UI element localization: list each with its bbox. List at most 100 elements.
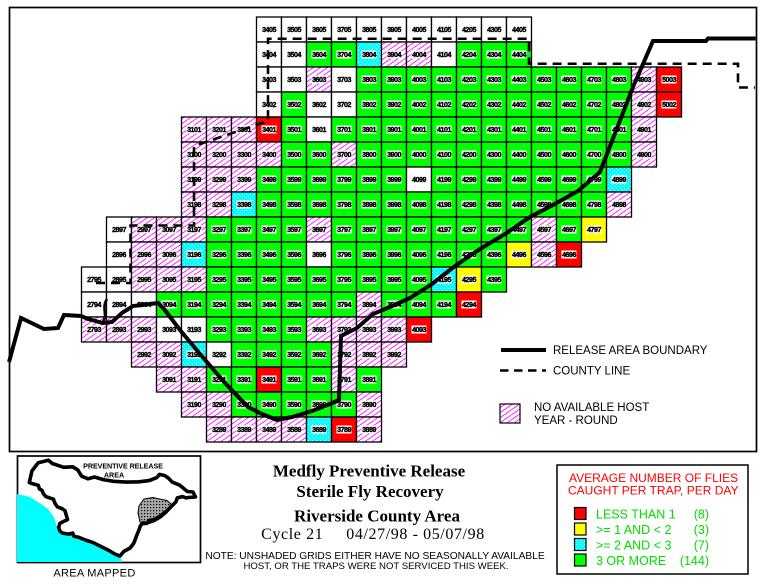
svg-text:4100: 4100 [437, 152, 451, 159]
svg-text:3794: 3794 [337, 302, 351, 309]
svg-text:3891: 3891 [362, 377, 376, 384]
svg-text:3889: 3889 [362, 427, 376, 434]
svg-text:4501: 4501 [537, 127, 551, 134]
svg-text:AVERAGE NUMBER OF FLIES: AVERAGE NUMBER OF FLIES [569, 471, 738, 485]
svg-text:4497: 4497 [512, 227, 526, 234]
svg-text:3389: 3389 [237, 427, 251, 434]
svg-text:2794: 2794 [87, 302, 101, 309]
svg-text:4294: 4294 [462, 302, 476, 309]
svg-text:4899: 4899 [612, 177, 626, 184]
svg-text:3602: 3602 [312, 102, 326, 109]
svg-text:4403: 4403 [512, 77, 526, 84]
svg-text:4205: 4205 [462, 27, 476, 34]
svg-text:3902: 3902 [387, 102, 401, 109]
svg-text:3196: 3196 [187, 252, 201, 259]
svg-text:4201: 4201 [462, 127, 476, 134]
svg-text:3490: 3490 [262, 402, 276, 409]
svg-text:3905: 3905 [387, 27, 401, 34]
svg-text:3893: 3893 [362, 327, 376, 334]
svg-text:3298: 3298 [212, 202, 226, 209]
svg-text:3300: 3300 [237, 152, 251, 159]
svg-text:4304: 4304 [487, 52, 501, 59]
svg-text:4598: 4598 [537, 202, 551, 209]
svg-text:CAUGHT PER TRAP, PER DAY: CAUGHT PER TRAP, PER DAY [568, 484, 739, 498]
svg-text:RELEASE AREA BOUNDARY: RELEASE AREA BOUNDARY [553, 345, 708, 357]
svg-text:4104: 4104 [437, 52, 451, 59]
svg-text:2993: 2993 [137, 327, 151, 334]
svg-text:3900: 3900 [387, 152, 401, 159]
svg-text:3504: 3504 [287, 52, 301, 59]
svg-text:4303: 4303 [487, 77, 501, 84]
svg-text:4696: 4696 [562, 252, 576, 259]
svg-text:4302: 4302 [487, 102, 501, 109]
svg-text:4404: 4404 [512, 52, 526, 59]
svg-text:2896: 2896 [112, 252, 126, 259]
svg-text:3599: 3599 [287, 177, 301, 184]
svg-text:2897: 2897 [112, 227, 126, 234]
svg-text:3499: 3499 [262, 177, 276, 184]
svg-text:3698: 3698 [312, 202, 326, 209]
svg-text:3800: 3800 [362, 152, 376, 159]
svg-text:4597: 4597 [537, 227, 551, 234]
svg-text:3095: 3095 [162, 277, 176, 284]
svg-text:3903: 3903 [387, 77, 401, 84]
svg-text:3096: 3096 [162, 252, 176, 259]
svg-text:(7): (7) [694, 539, 709, 553]
svg-text:4301: 4301 [487, 127, 501, 134]
svg-text:3503: 3503 [287, 77, 301, 84]
svg-text:4298: 4298 [462, 202, 476, 209]
svg-text:4402: 4402 [512, 102, 526, 109]
svg-text:4195: 4195 [437, 277, 451, 284]
svg-text:2997: 2997 [137, 227, 151, 234]
svg-text:3705: 3705 [337, 27, 351, 34]
svg-text:4097: 4097 [412, 227, 426, 234]
svg-text:3895: 3895 [362, 277, 376, 284]
svg-text:3999: 3999 [387, 177, 401, 184]
svg-text:3689: 3689 [312, 427, 326, 434]
svg-text:3093: 3093 [162, 327, 176, 334]
svg-text:4103: 4103 [437, 77, 451, 84]
svg-text:3592: 3592 [287, 352, 301, 359]
svg-text:4901: 4901 [637, 127, 651, 134]
svg-text:3703: 3703 [337, 77, 351, 84]
svg-text:4395: 4395 [487, 277, 501, 284]
svg-text:3600: 3600 [312, 152, 326, 159]
svg-text:3790: 3790 [337, 402, 351, 409]
svg-text:4803: 4803 [612, 77, 626, 84]
svg-text:4496: 4496 [512, 252, 526, 259]
svg-text:3694: 3694 [312, 302, 326, 309]
svg-text:3391: 3391 [237, 377, 251, 384]
svg-text:5002: 5002 [662, 102, 676, 109]
svg-text:3901: 3901 [387, 127, 401, 134]
svg-text:3294: 3294 [212, 302, 226, 309]
svg-text:5003: 5003 [662, 77, 676, 84]
svg-text:4299: 4299 [462, 177, 476, 184]
svg-text:3492: 3492 [262, 352, 276, 359]
svg-text:3401: 3401 [262, 127, 276, 134]
svg-text:3897: 3897 [362, 227, 376, 234]
svg-text:2894: 2894 [112, 302, 126, 309]
svg-text:2992: 2992 [137, 352, 151, 359]
svg-text:3805: 3805 [362, 27, 376, 34]
svg-text:4698: 4698 [562, 202, 576, 209]
svg-text:4900: 4900 [637, 152, 651, 159]
svg-text:3091: 3091 [162, 377, 176, 384]
svg-text:4295: 4295 [462, 277, 476, 284]
svg-text:4703: 4703 [587, 77, 601, 84]
svg-text:3898: 3898 [362, 202, 376, 209]
svg-text:3291: 3291 [212, 377, 226, 384]
svg-text:3394: 3394 [237, 302, 251, 309]
svg-text:AREA: AREA [104, 470, 124, 479]
svg-text:4102: 4102 [437, 102, 451, 109]
svg-text:3502: 3502 [287, 102, 301, 109]
svg-text:4903: 4903 [637, 77, 651, 84]
svg-text:(8): (8) [694, 508, 709, 522]
svg-text:3702: 3702 [337, 102, 351, 109]
svg-text:4003: 4003 [412, 77, 426, 84]
svg-text:4405: 4405 [512, 27, 526, 34]
svg-text:3192: 3192 [187, 352, 201, 359]
svg-text:3699: 3699 [312, 177, 326, 184]
svg-text:3398: 3398 [237, 202, 251, 209]
svg-text:4000: 4000 [412, 152, 426, 159]
svg-text:4002: 4002 [412, 102, 426, 109]
